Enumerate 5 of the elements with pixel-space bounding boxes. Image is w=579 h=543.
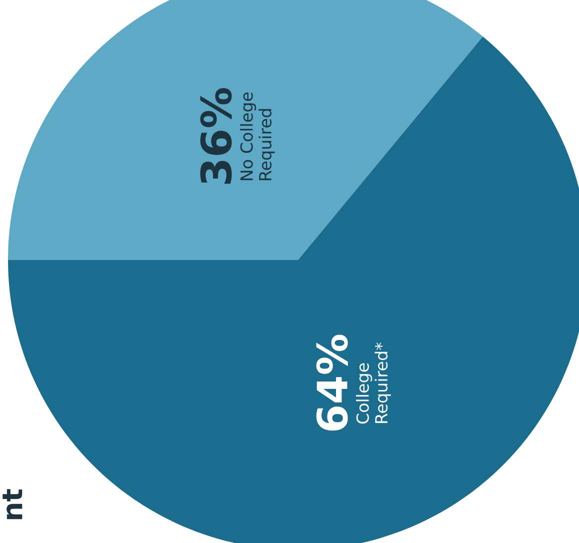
data-label: 64% [316,334,348,431]
slice-label: No College Required [240,92,275,180]
text: nt [2,489,22,520]
data-label: 36% [200,88,232,184]
slice-label: College Required* [356,342,391,424]
